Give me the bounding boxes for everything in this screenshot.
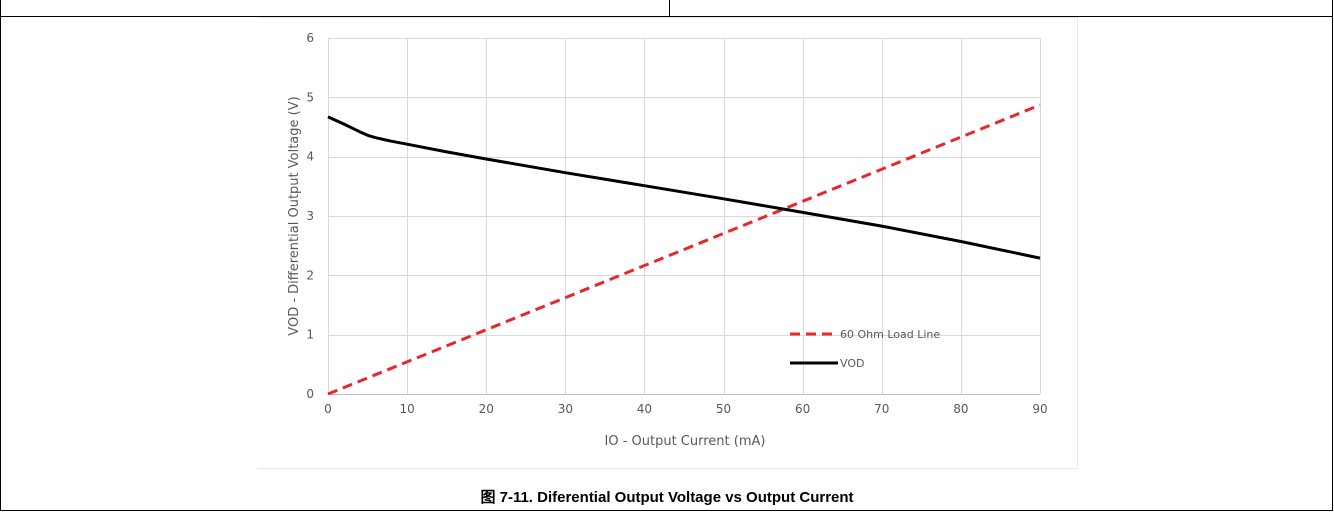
series-line [327,103,1041,396]
series-line [327,115,1041,260]
y-tick-label: 6 [306,31,314,45]
gridlines [328,38,1041,395]
x-tick-label: 70 [874,402,889,416]
series-layer [327,103,1041,396]
x-tick-label: 40 [637,402,652,416]
y-axis-label: VOD - Differential Output Voltage (V) [287,96,302,335]
y-tick-label: 2 [306,268,314,282]
y-tick-label: 1 [306,328,314,342]
x-axis-label: IO - Output Current (mA) [605,434,766,449]
x-tick-label: 90 [1032,402,1047,416]
chart-container: 0 1 2 3 4 5 6 0 10 20 30 40 50 60 70 80 90 IO - Output C… [258,17,1078,469]
x-tick-label: 10 [399,402,414,416]
top-table-divider [669,0,670,16]
x-tick-label: 60 [795,402,810,416]
x-tick-label: 80 [953,402,968,416]
top-table-rule [0,0,1332,17]
legend-label: 60 Ohm Load Line [840,328,940,341]
figure-caption: 图 7-11. Diferential Output Voltage vs Ou… [480,489,854,506]
x-tick-label: 0 [324,402,332,416]
y-tick-label: 4 [306,150,314,164]
y-tick-label: 5 [306,90,314,104]
x-tick-label: 30 [558,402,573,416]
legend-label: VOD [840,357,864,370]
y-tick-label: 0 [306,387,314,401]
legend: 60 Ohm Load Line VOD [790,328,940,370]
y-tick-label: 3 [306,209,314,223]
x-tick-label: 50 [716,402,731,416]
x-tick-label: 20 [479,402,494,416]
